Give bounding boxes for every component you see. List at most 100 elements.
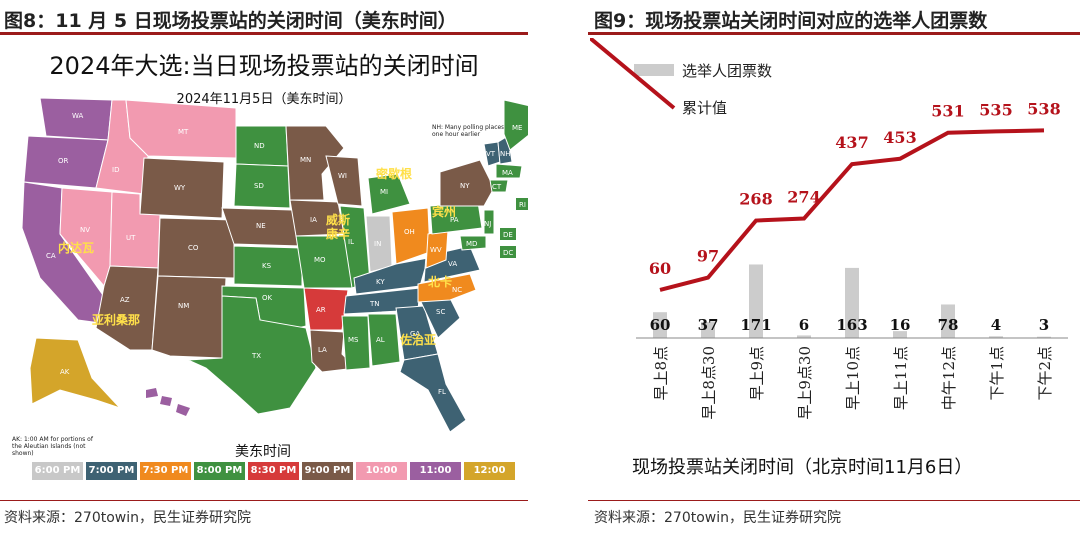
state-nm bbox=[151, 275, 227, 359]
bar-4 bbox=[845, 267, 859, 338]
label-ar: AR bbox=[316, 306, 326, 314]
legend-item: 12:00 AM bbox=[464, 462, 515, 494]
label-sc: SC bbox=[436, 308, 445, 316]
cn-label-wisconsin: 威斯康辛 bbox=[326, 212, 350, 241]
legend-item: 8:00 PM bbox=[194, 462, 245, 480]
x-tick-label-7: 下午1点 bbox=[988, 346, 1006, 401]
label-nd: ND bbox=[254, 142, 265, 150]
state-ak bbox=[29, 337, 121, 409]
label-al: AL bbox=[376, 336, 385, 344]
line-value-label-4: 437 bbox=[835, 133, 868, 152]
label-wi: WI bbox=[338, 172, 347, 180]
bar-value-label-2: 171 bbox=[740, 316, 771, 334]
us-map: WA OR CA NV ID MT WY UT AZ CO NM ND SD N… bbox=[21, 97, 528, 433]
label-va: VA bbox=[448, 260, 457, 268]
cn-label-georgia: 佐治亚 bbox=[399, 332, 436, 347]
label-vt: VT bbox=[486, 150, 496, 158]
label-nc: NC bbox=[452, 286, 462, 294]
right-header-rule bbox=[588, 32, 1080, 35]
x-tick-label-4: 早上10点 bbox=[844, 346, 862, 410]
label-ok: OK bbox=[262, 294, 273, 302]
label-wa: WA bbox=[72, 112, 84, 120]
line-series: 60 97 268 274 437 453 531 535 538 bbox=[649, 99, 1061, 292]
x-tick-label-3: 早上9点30 bbox=[796, 346, 814, 420]
x-axis: 早上8点 早上8点30 早上9点 早上9点30 早上10点 早上11点 中午12点 下午1点 下… bbox=[636, 337, 1068, 420]
state-nj bbox=[483, 209, 495, 235]
bar-value-label-0: 60 bbox=[650, 316, 671, 334]
bar-2 bbox=[749, 264, 763, 338]
label-ca: CA bbox=[46, 252, 56, 260]
bar-0 bbox=[653, 312, 667, 338]
label-nv: NV bbox=[80, 226, 90, 234]
ak-note: AK: 1:00 AM for portions of the Aleutian… bbox=[12, 436, 93, 457]
label-me: ME bbox=[512, 124, 522, 132]
x-tick-label-0: 早上8点 bbox=[652, 346, 670, 401]
state-tx bbox=[187, 295, 317, 415]
label-dc: DC bbox=[503, 249, 513, 257]
label-ut: UT bbox=[126, 234, 136, 242]
bar-value-label-8: 3 bbox=[1039, 316, 1049, 334]
left-figure-header: 图8：11 月 5 日现场投票站的关闭时间（美东时间） bbox=[4, 10, 457, 32]
cn-label-arizona: 亚利桑那 bbox=[92, 312, 140, 327]
left-source: 资料来源：270towin，民生证券研究院 bbox=[4, 510, 251, 526]
legend-item: 11:00 PM bbox=[410, 462, 461, 494]
label-tn: TN bbox=[369, 300, 380, 308]
label-nm: NM bbox=[178, 302, 189, 310]
label-hi: HI bbox=[194, 398, 201, 406]
bar-7 bbox=[989, 336, 1003, 338]
legend-line-swatch bbox=[590, 38, 676, 110]
right-figure-header: 图9：现场投票站关闭时间对应的选举人团票数 bbox=[594, 10, 988, 32]
bar-value-label-7: 4 bbox=[991, 316, 1001, 334]
left-header-rule bbox=[0, 32, 528, 35]
legend-item: 9:00 PM bbox=[302, 462, 353, 480]
label-ks: KS bbox=[262, 262, 272, 270]
label-id: ID bbox=[112, 166, 119, 174]
bar-value-label-6: 78 bbox=[938, 316, 959, 334]
x-tick-label-2: 早上9点 bbox=[748, 346, 766, 401]
cn-label-nevada: 内达瓦 bbox=[58, 240, 94, 255]
line-value-label-8: 538 bbox=[1027, 99, 1060, 118]
label-in: IN bbox=[374, 240, 381, 248]
legend-title: 美东时间 bbox=[235, 444, 291, 460]
bar-5 bbox=[893, 331, 907, 338]
bar-value-label-5: 16 bbox=[890, 316, 911, 334]
line-value-label-5: 453 bbox=[883, 128, 916, 147]
legend-bar-swatch bbox=[634, 64, 674, 76]
label-nh: NH bbox=[500, 150, 511, 158]
label-ga: GA bbox=[410, 330, 420, 338]
legend-line-label: 累计值 bbox=[682, 99, 727, 117]
left-source-rule bbox=[0, 500, 528, 501]
label-mi: MI bbox=[380, 188, 388, 196]
label-oh: OH bbox=[404, 228, 415, 236]
label-ky: KY bbox=[376, 278, 385, 286]
bar-value-label-3: 6 bbox=[799, 316, 809, 334]
state-ct bbox=[489, 179, 509, 193]
legend-item: 8:30 PM bbox=[248, 462, 299, 480]
label-az: AZ bbox=[120, 296, 130, 304]
cn-label-pennsylvania: 宾州 bbox=[432, 204, 456, 219]
x-tick-label-1: 早上8点30 bbox=[700, 346, 718, 420]
label-ny: NY bbox=[460, 182, 470, 190]
state-ks bbox=[233, 245, 303, 287]
state-mt bbox=[125, 99, 237, 159]
line-value-label-2: 268 bbox=[739, 190, 772, 209]
bar-3 bbox=[797, 335, 811, 338]
bar-1 bbox=[701, 322, 715, 338]
label-md: MD bbox=[466, 240, 477, 248]
label-ms: MS bbox=[348, 336, 359, 344]
right-source-rule bbox=[588, 500, 1080, 501]
state-wy bbox=[139, 157, 225, 219]
label-sd: SD bbox=[254, 182, 264, 190]
state-mo bbox=[295, 235, 355, 289]
legend-bar-label: 选举人团票数 bbox=[682, 62, 772, 80]
label-wy: WY bbox=[174, 184, 186, 192]
legend-item: 7:00 PM bbox=[86, 462, 137, 480]
legend-item: 6:00 PM bbox=[32, 462, 83, 480]
label-mo: MO bbox=[314, 256, 326, 264]
label-de: DE bbox=[503, 231, 513, 239]
label-ne: NE bbox=[256, 222, 266, 230]
closing-time-chart: 选举人团票数 累计值 60 37 171 6 163 16 78 4 3 60 97 268 274 4… bbox=[590, 38, 1068, 420]
state-md bbox=[459, 235, 487, 251]
label-wv: WV bbox=[430, 246, 442, 254]
right-source: 资料来源：270towin，民生证券研究院 bbox=[594, 510, 841, 526]
